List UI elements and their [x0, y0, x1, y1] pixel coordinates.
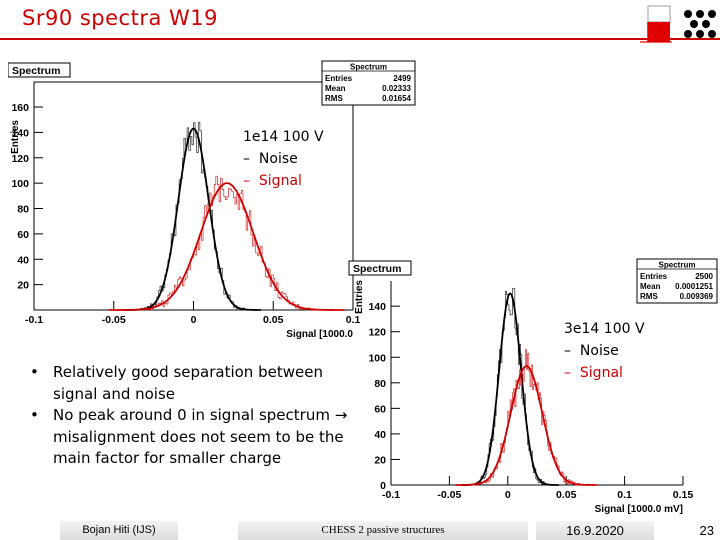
x-tick-label: 0.1: [346, 314, 361, 326]
stats-box-frame: [636, 258, 718, 304]
ijs-logo: [638, 2, 720, 44]
y-tick-label: 80: [17, 204, 29, 216]
y-tick-label: 40: [17, 254, 29, 266]
stats-title: Spectrum: [350, 63, 387, 72]
spectrum-plot-1e14-svg: Spectrum 20 40 60 80 100 120 140 160 -0.1 -0.05 0 0.…: [8, 60, 416, 340]
legend-signal-label: Signal: [579, 365, 623, 381]
y-tick-label: 100: [368, 352, 386, 364]
series-fit-curve: [125, 127, 261, 311]
legend-3e14: 3e14 100 V – Noise – Signal: [564, 318, 645, 384]
y-tick-label: 20: [374, 454, 386, 466]
x-axis-label: Signal [1000.0 mV]: [595, 504, 683, 515]
footer: Bojan Hiti (IJS) CHESS 2 passive structu…: [0, 521, 720, 540]
y-tick-label: 120: [368, 327, 386, 339]
x-axis-label: Signal [1000.0: [286, 329, 353, 340]
y-tick-label: 80: [374, 378, 386, 390]
x-tick-label: -0.1: [382, 489, 400, 501]
legend-signal: – Signal: [243, 173, 302, 189]
legend-condition: 3e14 100 V: [564, 321, 645, 337]
title-divider: [0, 38, 720, 40]
y-tick-label: 140: [368, 301, 386, 313]
stats-value: 0.009369: [680, 292, 714, 301]
chart-title: Spectrum: [353, 263, 401, 275]
page-number: 23: [699, 523, 714, 538]
chart-title-box: [348, 260, 412, 276]
footer-date: 16.9.2020: [536, 521, 654, 540]
y-tick-label: 100: [11, 178, 29, 190]
x-tick-label: 0.05: [263, 314, 284, 326]
stats-value: 2499: [393, 74, 411, 83]
y-axis-label: Entries: [10, 120, 21, 154]
y-tick-label: 60: [374, 403, 386, 415]
legend-noise: – Noise: [243, 151, 298, 167]
stats-key: RMS: [640, 292, 658, 301]
x-tick-label: 0: [191, 314, 197, 326]
y-tick-label: 120: [11, 153, 29, 165]
y-tick-label: 40: [374, 429, 386, 441]
footer-conference: CHESS 2 passive structures: [238, 521, 528, 540]
x-tick-label: 0.15: [673, 489, 694, 501]
stats-key: Entries: [640, 272, 668, 281]
stats-key: RMS: [325, 94, 343, 103]
stats-key: Mean: [325, 84, 346, 93]
series-histogram: [472, 288, 549, 486]
legend-noise-label: Noise: [579, 343, 619, 359]
bullet-list: Relatively good separation between signa…: [30, 362, 350, 470]
spectrum-plot-1e14: Spectrum 20 40 60 80 100 120 140 160 -0.1 -0.05 0 0.…: [8, 60, 418, 340]
x-tick-label: -0.1: [25, 314, 43, 326]
series-histogram: [139, 175, 317, 311]
y-tick-label: 160: [11, 102, 29, 114]
legend-signal-label: Signal: [258, 173, 302, 189]
stats-value: 2500: [695, 272, 713, 281]
stats-box-frame: [321, 60, 416, 106]
y-tick-label: 140: [11, 127, 29, 139]
y-tick-label: 0: [380, 480, 386, 492]
bullet-item: Relatively good separation between signa…: [30, 362, 350, 405]
series-histogram: [140, 122, 248, 311]
series-fit-curve: [455, 365, 597, 486]
stats-value: 0.02333: [382, 84, 411, 93]
series-fit-curve: [461, 292, 559, 486]
stats-box: Spectrum Entries 2500 Mean 0.0001251 RMS 0.009…: [636, 258, 718, 304]
slide-title: Sr90 spectra W19: [22, 6, 218, 30]
spectrum-plot-3e14-svg: Spectrum 0 20 40 60 80 100 120 140 -0.1 -0.05 0 0.05…: [348, 258, 718, 515]
bullet-item: No peak around 0 in signal spectrum → mi…: [30, 405, 350, 470]
y-axis-label: Entries: [354, 280, 365, 314]
y-tick-label: 60: [17, 229, 29, 241]
stats-key: Entries: [325, 74, 353, 83]
stats-value: 0.0001251: [675, 282, 713, 291]
stats-box: Spectrum Entries 2499 Mean 0.02333 RMS 0.01654: [321, 60, 416, 106]
legend-signal: – Signal: [564, 365, 623, 381]
legend-1e14: 1e14 100 V – Noise – Signal: [243, 126, 324, 192]
stats-value: 0.01654: [382, 94, 411, 103]
series-fit-curve: [108, 182, 345, 311]
x-tick-label: 0: [505, 489, 511, 501]
legend-noise-label: Noise: [258, 151, 298, 167]
chart-title-box: [8, 62, 71, 78]
stats-title: Spectrum: [659, 261, 696, 270]
legend-noise: – Noise: [564, 343, 619, 359]
x-tick-label: -0.05: [102, 314, 126, 326]
spectrum-plot-3e14: Spectrum 0 20 40 60 80 100 120 140 -0.1 -0.05 0 0.05…: [345, 258, 720, 520]
stats-key: Mean: [640, 282, 661, 291]
x-tick-label: -0.05: [437, 489, 461, 501]
legend-condition: 1e14 100 V: [243, 129, 324, 145]
x-tick-label: 0.1: [617, 489, 632, 501]
footer-author: Bojan Hiti (IJS): [60, 521, 178, 540]
y-tick-label: 20: [17, 280, 29, 292]
x-tick-label: 0.05: [556, 489, 577, 501]
chart-title: Spectrum: [12, 65, 60, 77]
